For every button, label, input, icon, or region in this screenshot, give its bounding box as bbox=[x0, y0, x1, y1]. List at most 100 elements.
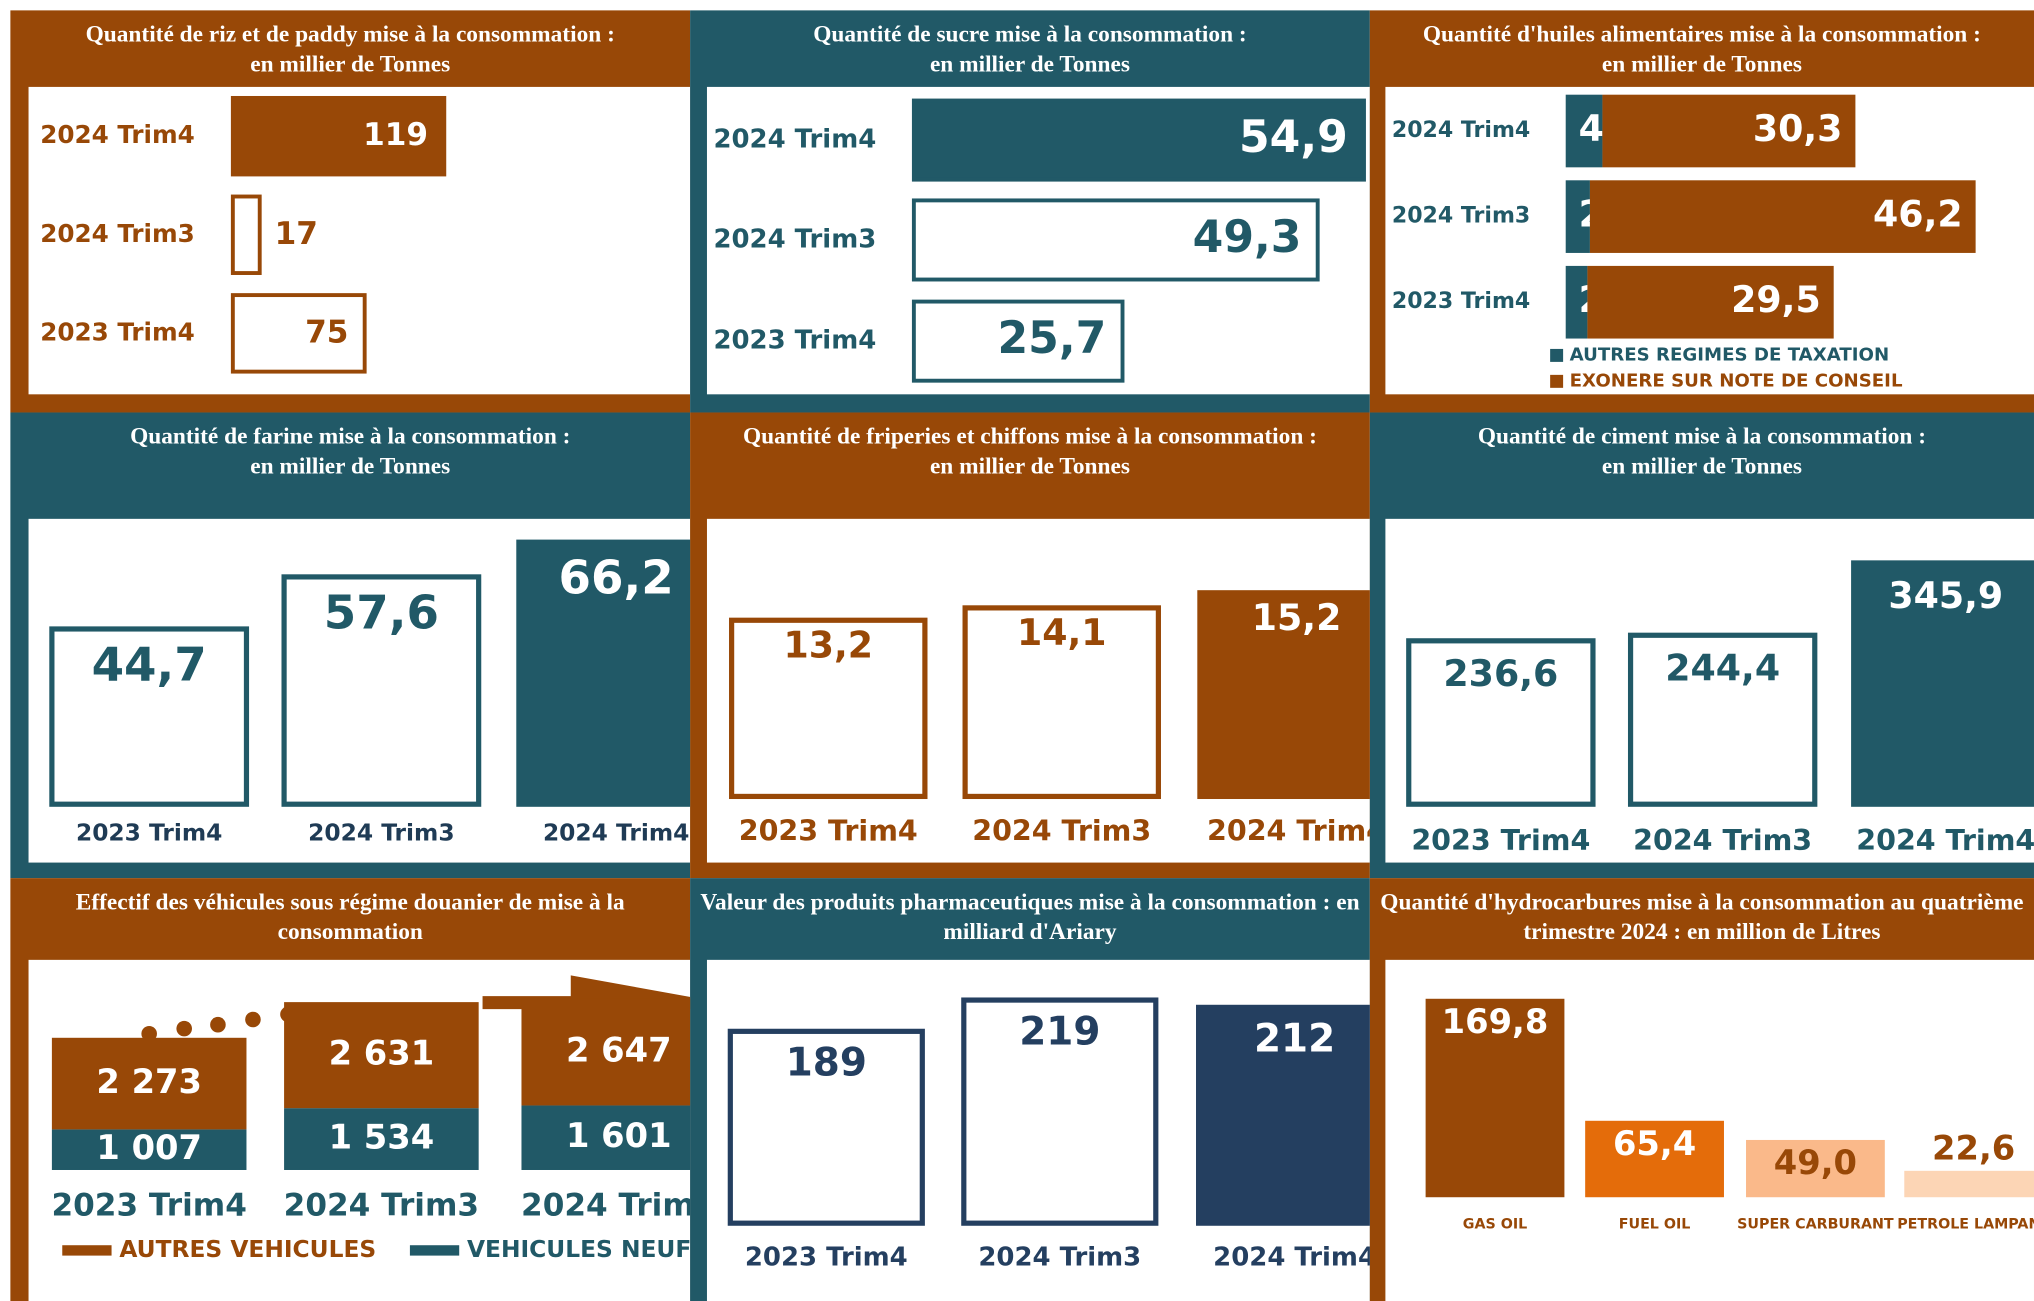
legend-label: EXONERE SUR NOTE DE CONSEIL bbox=[1570, 370, 1903, 391]
bar bbox=[911, 198, 1320, 282]
value-label: 13,2 bbox=[783, 623, 873, 666]
chart: 2023 Trim4 189 2024 Trim3 219 2024 Trim4 212 bbox=[727, 997, 1376, 1273]
category-label: 2024 Trim4 bbox=[40, 120, 195, 149]
bar-segment bbox=[51, 1037, 247, 1130]
category-label: 2023 Trim4 bbox=[1411, 824, 1590, 857]
value-label: 2 273 bbox=[96, 1062, 202, 1101]
bar-segment bbox=[284, 1002, 479, 1109]
value-label: 236,6 bbox=[1443, 652, 1558, 695]
decor-dot bbox=[176, 1020, 192, 1037]
chart: 2023 Trim4 44,7 2024 Trim3 57,6 2024 Trim4 66… bbox=[49, 539, 691, 847]
value-label: 44,7 bbox=[92, 638, 207, 692]
category-label: FUEL OIL bbox=[1619, 1216, 1691, 1232]
panel-header: Quantité de riz et de paddy mise à la co… bbox=[10, 10, 690, 87]
category-label: 2024 Trim3 bbox=[972, 815, 1151, 848]
bar-segment bbox=[284, 1108, 479, 1170]
legend-label: VEHICULES NEUFS bbox=[467, 1235, 708, 1263]
chart: GAS OIL 169,8 FUEL OIL 65,4 SUPER CARBURANT 4… bbox=[1425, 998, 2034, 1232]
bar bbox=[1196, 1004, 1370, 1226]
value-label: 169,8 bbox=[1442, 1002, 1549, 1041]
chart-title: Quantité de sucre mise à la consommation… bbox=[813, 20, 1247, 47]
value-label: 219 bbox=[1019, 1009, 1100, 1054]
value-label: 212 bbox=[1254, 1017, 1335, 1062]
bar bbox=[962, 605, 1161, 800]
category-label: 2023 Trim4 bbox=[40, 317, 195, 346]
bar bbox=[1425, 998, 1565, 1198]
bar bbox=[911, 98, 1366, 182]
bar-segment bbox=[1587, 265, 1834, 339]
category-label: 2024 Trim4 bbox=[521, 1187, 716, 1223]
panel-header: Quantité d'hydrocarbures mise à la conso… bbox=[1370, 878, 2034, 960]
panel-header: Quantité de ciment mise à la consommatio… bbox=[1370, 412, 2034, 518]
value-label: 14,1 bbox=[1017, 611, 1107, 654]
bar bbox=[1904, 1170, 2034, 1198]
category-label: SUPER CARBURANT bbox=[1737, 1216, 1894, 1232]
legend-label: AUTRES VEHICULES bbox=[119, 1235, 376, 1263]
bar bbox=[911, 299, 1125, 383]
value-label: 57,6 bbox=[324, 586, 439, 640]
category-label: 2024 Trim4 bbox=[1392, 118, 1530, 143]
bar bbox=[1746, 1139, 1885, 1198]
category-label: 2023 Trim4 bbox=[1392, 289, 1530, 314]
value-label: 1 007 bbox=[96, 1128, 202, 1167]
category-label: 2023 Trim4 bbox=[51, 1187, 246, 1223]
chart-title: Quantité de riz et de paddy mise à la co… bbox=[85, 20, 615, 47]
chart-title: Quantité de friperies et chiffons mise à… bbox=[742, 422, 1317, 449]
chart-subtitle: en millier de Tonnes bbox=[929, 452, 1130, 479]
bar-segment bbox=[1565, 265, 1588, 339]
bar bbox=[1627, 632, 1818, 807]
value-label: 29,5 bbox=[1731, 278, 1821, 321]
category-label: 2024 Trim4 bbox=[1856, 824, 2034, 857]
bar-segment bbox=[1589, 180, 1976, 253]
category-label: 2024 Trim4 bbox=[1207, 815, 1386, 848]
chart: 2023 Trim4 236,6 2024 Trim3 244,4 2024 Trim4… bbox=[1406, 560, 2034, 857]
panel-header: Quantité de farine mise à la consommatio… bbox=[10, 412, 690, 518]
category-label: 2024 Trim3 bbox=[308, 819, 454, 847]
bar bbox=[729, 617, 928, 800]
chart-subtitle: en millier de Tonnes bbox=[250, 50, 451, 77]
value-label: 2 631 bbox=[329, 1034, 435, 1073]
chart-subtitle: en millier de Tonnes bbox=[1601, 452, 1802, 479]
value-label: 46,2 bbox=[1873, 193, 1963, 236]
value-label: 22,6 bbox=[1932, 1129, 2015, 1168]
legend-swatch bbox=[62, 1245, 112, 1256]
bar bbox=[516, 539, 691, 807]
chart: 2023 Trim4 1 007 2 273 2024 Trim3 1 534 2 631… bbox=[51, 975, 716, 1263]
value-label: 119 bbox=[363, 117, 428, 153]
bar bbox=[727, 1028, 925, 1226]
bar-segment bbox=[1565, 180, 1590, 253]
category-label: 2024 Trim3 bbox=[1392, 204, 1530, 229]
chart-title: Quantité d'huiles alimentaires mise à la… bbox=[1422, 20, 1981, 47]
chart-title: Quantité d'hydrocarbures mise à la conso… bbox=[1380, 888, 2024, 945]
category-label: 2023 Trim4 bbox=[713, 326, 876, 356]
bar bbox=[49, 626, 250, 807]
value-label: 75 bbox=[305, 314, 348, 350]
value-label: 30,3 bbox=[1753, 107, 1843, 150]
category-label: 2024 Trim3 bbox=[978, 1243, 1141, 1273]
decor-dot bbox=[141, 1026, 157, 1042]
bar bbox=[1197, 590, 1370, 800]
legend-label: AUTRES REGIMES DE TAXATION bbox=[1570, 344, 1890, 365]
bar-segment bbox=[1565, 94, 1603, 168]
value-label: 189 bbox=[786, 1041, 867, 1086]
bar bbox=[230, 194, 262, 275]
bar bbox=[230, 293, 367, 374]
panel-header: Quantité d'huiles alimentaires mise à la… bbox=[1370, 10, 2034, 87]
bar-segment bbox=[51, 1129, 247, 1170]
value-label: 2 647 bbox=[566, 1031, 672, 1070]
bar-segment bbox=[1602, 94, 1856, 168]
category-label: 2024 Trim4 bbox=[1213, 1243, 1376, 1273]
bar bbox=[1406, 638, 1596, 807]
panel-header: Effectif des véhicules sous régime douan… bbox=[10, 878, 690, 960]
category-label: 2024 Trim3 bbox=[1633, 824, 1812, 857]
legend-swatch bbox=[1550, 374, 1564, 388]
value-label: 25,7 bbox=[997, 313, 1106, 364]
chart-subtitle: en millier de Tonnes bbox=[250, 452, 451, 479]
value-label: 244,4 bbox=[1665, 646, 1780, 689]
chart-title: Effectif des véhicules sous régime douan… bbox=[75, 888, 625, 945]
bar-segment bbox=[521, 1105, 691, 1170]
